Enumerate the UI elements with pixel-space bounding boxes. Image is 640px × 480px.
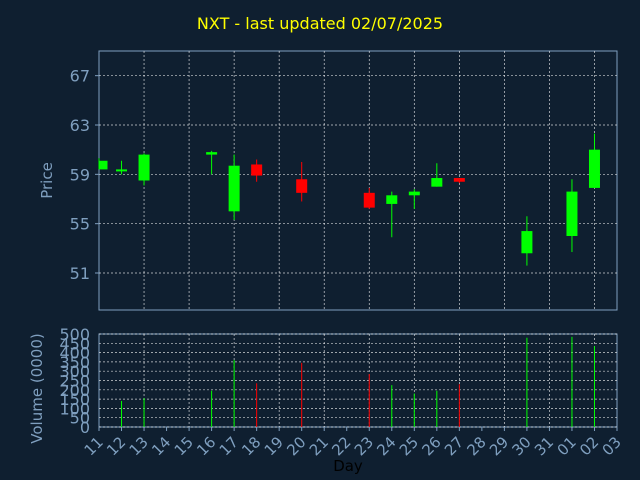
volume-y-tick-label: 450 xyxy=(59,334,90,353)
candle-body-11 xyxy=(99,160,108,170)
x-axis-label: Day xyxy=(333,457,363,475)
candle-body-02 xyxy=(588,149,600,188)
candle-body-25 xyxy=(408,191,420,196)
volume-y-tick-label: 50 xyxy=(70,409,90,428)
price-panel-frame xyxy=(98,50,618,311)
volume-y-tick-label: 200 xyxy=(59,381,90,400)
price-y-tick-label: 51 xyxy=(70,264,90,283)
price-y-tick-label: 67 xyxy=(70,67,90,86)
candle-body-16 xyxy=(206,152,218,155)
candle-body-27 xyxy=(453,178,465,182)
candle-body-01 xyxy=(566,191,578,236)
volume-y-tick-label: 150 xyxy=(59,390,90,409)
chart-title: NXT - last updated 02/07/2025 xyxy=(196,14,444,33)
price-y-axis-label: Price xyxy=(38,162,56,199)
candle-body-13 xyxy=(138,154,150,181)
volume-y-tick-label: 300 xyxy=(59,362,90,381)
candle-body-17 xyxy=(228,165,240,212)
candle-body-12 xyxy=(116,169,128,172)
volume-y-axis-label: Volume (0000) xyxy=(28,333,46,443)
volume-y-tick-label: 350 xyxy=(59,353,90,372)
price-y-tick-label: 59 xyxy=(70,165,90,184)
price-y-tick-label: 63 xyxy=(70,116,90,135)
volume-y-tick-label: 500 xyxy=(59,325,90,344)
x-tick-label: 03 xyxy=(599,433,625,459)
candle-body-18 xyxy=(251,164,263,176)
volume-y-tick-label: 0 xyxy=(80,418,90,437)
candle-body-20 xyxy=(296,179,308,193)
volume-y-tick-label: 100 xyxy=(59,399,90,418)
candle-body-23 xyxy=(363,192,375,208)
volume-y-tick-label: 400 xyxy=(59,344,90,363)
volume-y-tick-label: 250 xyxy=(59,372,90,391)
candle-body-26 xyxy=(431,178,443,187)
candle-body-30 xyxy=(521,231,533,254)
price-y-tick-label: 55 xyxy=(70,215,90,234)
candle-body-24 xyxy=(386,195,398,204)
